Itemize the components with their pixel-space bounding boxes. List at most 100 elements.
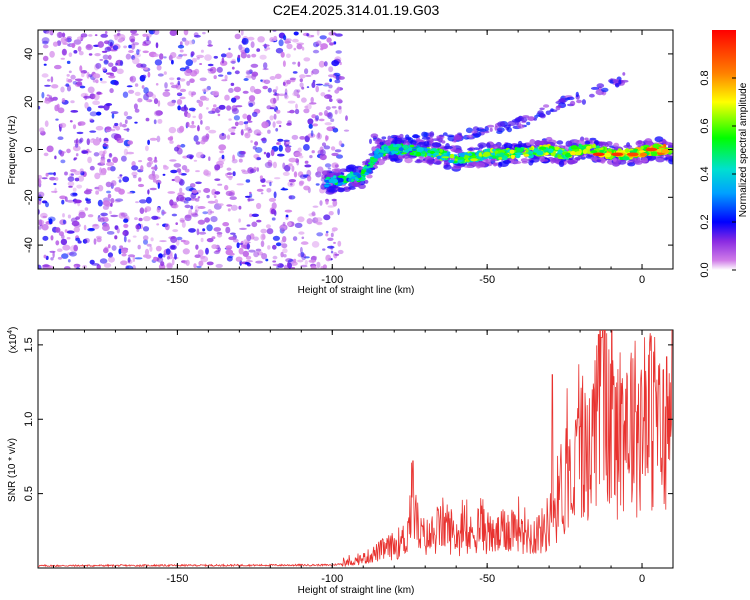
noise-cell [115, 198, 124, 202]
noise-cell [290, 261, 298, 266]
trace-core-cell [459, 152, 465, 158]
noise-cell [256, 219, 262, 223]
noise-cell [118, 34, 126, 41]
noise-cell [42, 44, 49, 49]
noise-cell [284, 94, 289, 100]
branch-cell [576, 99, 582, 104]
noise-cell [269, 181, 272, 187]
noise-cell [164, 82, 168, 89]
trace-core-cell [640, 145, 644, 150]
noise-cell [324, 110, 328, 117]
noise-cell [248, 95, 256, 102]
noise-cell [286, 79, 291, 85]
noise-cell [273, 113, 277, 120]
noise-cell [62, 151, 66, 154]
noise-cell [306, 103, 312, 110]
trace-halo-cell [445, 143, 450, 149]
noise-cell [331, 106, 337, 109]
noise-cell [276, 95, 280, 101]
noise-cell [108, 62, 114, 68]
noise-cell [167, 136, 174, 141]
noise-cell [259, 175, 263, 180]
trace-halo-cell [477, 142, 487, 148]
noise-cell [226, 105, 232, 111]
noise-cell [96, 111, 102, 116]
noise-cell [103, 262, 112, 268]
noise-cell [128, 89, 135, 94]
noise-cell [171, 213, 178, 217]
branch-cell [527, 116, 535, 122]
noise-cell [182, 248, 190, 255]
noise-cell [266, 47, 271, 50]
trace-core-cell [421, 150, 426, 155]
noise-cell [107, 193, 112, 199]
noise-cell [97, 41, 105, 48]
noise-cell [251, 213, 259, 217]
trace-halo-cell [426, 158, 434, 165]
noise-cell [132, 57, 140, 65]
noise-cell [197, 196, 201, 199]
noise-cell [267, 87, 272, 93]
noise-cell [257, 36, 265, 43]
noise-cell [200, 139, 206, 145]
trace-halo-cell [604, 143, 610, 148]
noise-cell [345, 115, 348, 121]
noise-cell [66, 237, 71, 240]
trace-core-cell [548, 148, 554, 153]
noise-cell [176, 194, 185, 202]
noise-cell [133, 53, 141, 58]
noise-cell [315, 40, 322, 46]
noise-cell [323, 61, 328, 67]
noise-cell [337, 86, 341, 92]
noise-cell [315, 85, 320, 93]
noise-cell [333, 241, 336, 244]
noise-cell [89, 119, 95, 123]
trace-halo-cell [381, 155, 388, 160]
noise-cell [57, 256, 63, 260]
noise-cell [178, 179, 185, 186]
noise-cell [225, 245, 233, 250]
noise-cell [80, 33, 88, 38]
noise-cell [245, 260, 253, 263]
noise-cell [274, 177, 281, 180]
trace-core-cell [444, 157, 448, 161]
trace-halo-cell [397, 137, 408, 141]
y-tick-label: 1.0 [23, 412, 35, 427]
noise-cell [333, 41, 337, 45]
noise-cell [179, 49, 184, 53]
noise-cell [218, 74, 224, 77]
noise-cell [282, 248, 288, 254]
trace-core-cell [515, 152, 523, 155]
noise-cell [42, 264, 50, 267]
noise-cell [252, 145, 257, 150]
noise-cell [238, 44, 243, 51]
noise-cell [311, 82, 316, 88]
noise-cell [286, 122, 292, 126]
branch-cell [423, 132, 429, 138]
trace-core-cell [402, 144, 409, 150]
noise-cell [136, 49, 140, 56]
noise-cell [174, 253, 177, 260]
noise-cell [192, 115, 196, 119]
noise-cell [117, 30, 121, 33]
noise-cell [229, 252, 235, 256]
noise-cell [303, 144, 310, 151]
y-tick-label: -20 [23, 189, 35, 205]
noise-cell [299, 82, 304, 88]
noise-cell [50, 190, 58, 193]
noise-cell [255, 260, 263, 264]
trace-core-cell [412, 148, 417, 151]
noise-cell [308, 259, 316, 263]
trace-core-cell [523, 154, 530, 157]
spectrogram-y-ticks: -40 -20 0 20 40 [23, 48, 673, 253]
noise-cell [312, 205, 319, 208]
noise-cell [73, 39, 82, 45]
noise-cell [106, 72, 113, 75]
noise-cell [84, 102, 89, 109]
noise-cell [184, 168, 190, 173]
noise-cell [176, 99, 183, 105]
y-tick-label: -40 [23, 237, 35, 253]
noise-cell [105, 126, 112, 130]
noise-cell [73, 198, 78, 205]
